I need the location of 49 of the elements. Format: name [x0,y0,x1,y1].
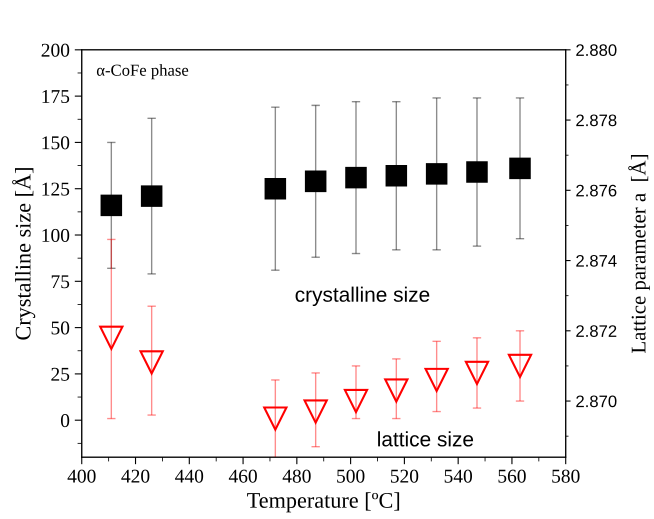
y-tick-label: 50 [52,321,70,335]
x-tick-label: 480 [282,470,311,483]
y-tick-label: 125 [42,182,70,196]
y-tick-label: 25 [51,368,70,381]
point [263,406,288,431]
annotation: lattice size [378,431,474,447]
point [304,399,328,424]
x-tick-label: 580 [552,470,580,483]
y-axis-title: Crystalline size [Å] [12,168,36,340]
point [509,158,531,180]
point [464,360,490,386]
x-axis-title: Temperature [ºC] [247,492,400,512]
x-tick-label: 540 [444,470,472,483]
y-tick-label: 0 [60,414,70,428]
y-tick-label: 75 [52,275,70,288]
y2-tick-label: 2.870 [576,395,616,408]
x-tick-label: 460 [228,470,257,483]
x-tick-label: 440 [175,470,204,483]
y2-tick-label: 2.880 [576,44,616,56]
point [466,161,488,183]
point [140,185,162,207]
y-tick-label: 200 [42,44,70,57]
y-tick-label: 150 [42,136,70,150]
y2-tick-label: 2.874 [576,254,617,267]
point [508,354,532,378]
y-tick-label: 175 [42,90,70,104]
y2-tick-label: 2.876 [576,184,616,197]
point [424,368,449,392]
point [386,164,408,187]
point [304,170,326,192]
y2-tick-label: 2.878 [576,114,616,126]
annotation: α-CoFe phase [96,64,188,80]
point [344,388,368,414]
x-tick-label: 420 [121,470,150,483]
y2-tick-label: 2.872 [576,325,616,338]
point [99,326,124,350]
point [345,166,367,188]
y-tick-label: 100 [42,228,70,242]
x-tick-label: 560 [498,470,526,483]
y2-axis-title: Lattice parameter a [Å] [628,155,650,353]
x-tick-label: 500 [337,470,364,483]
point [384,378,408,403]
point [426,163,448,185]
x-tick-label: 400 [68,470,96,483]
x-tick-label: 520 [390,470,418,483]
point [264,178,286,200]
point [100,194,122,216]
point [140,350,164,375]
annotation: crystalline size [296,286,430,306]
